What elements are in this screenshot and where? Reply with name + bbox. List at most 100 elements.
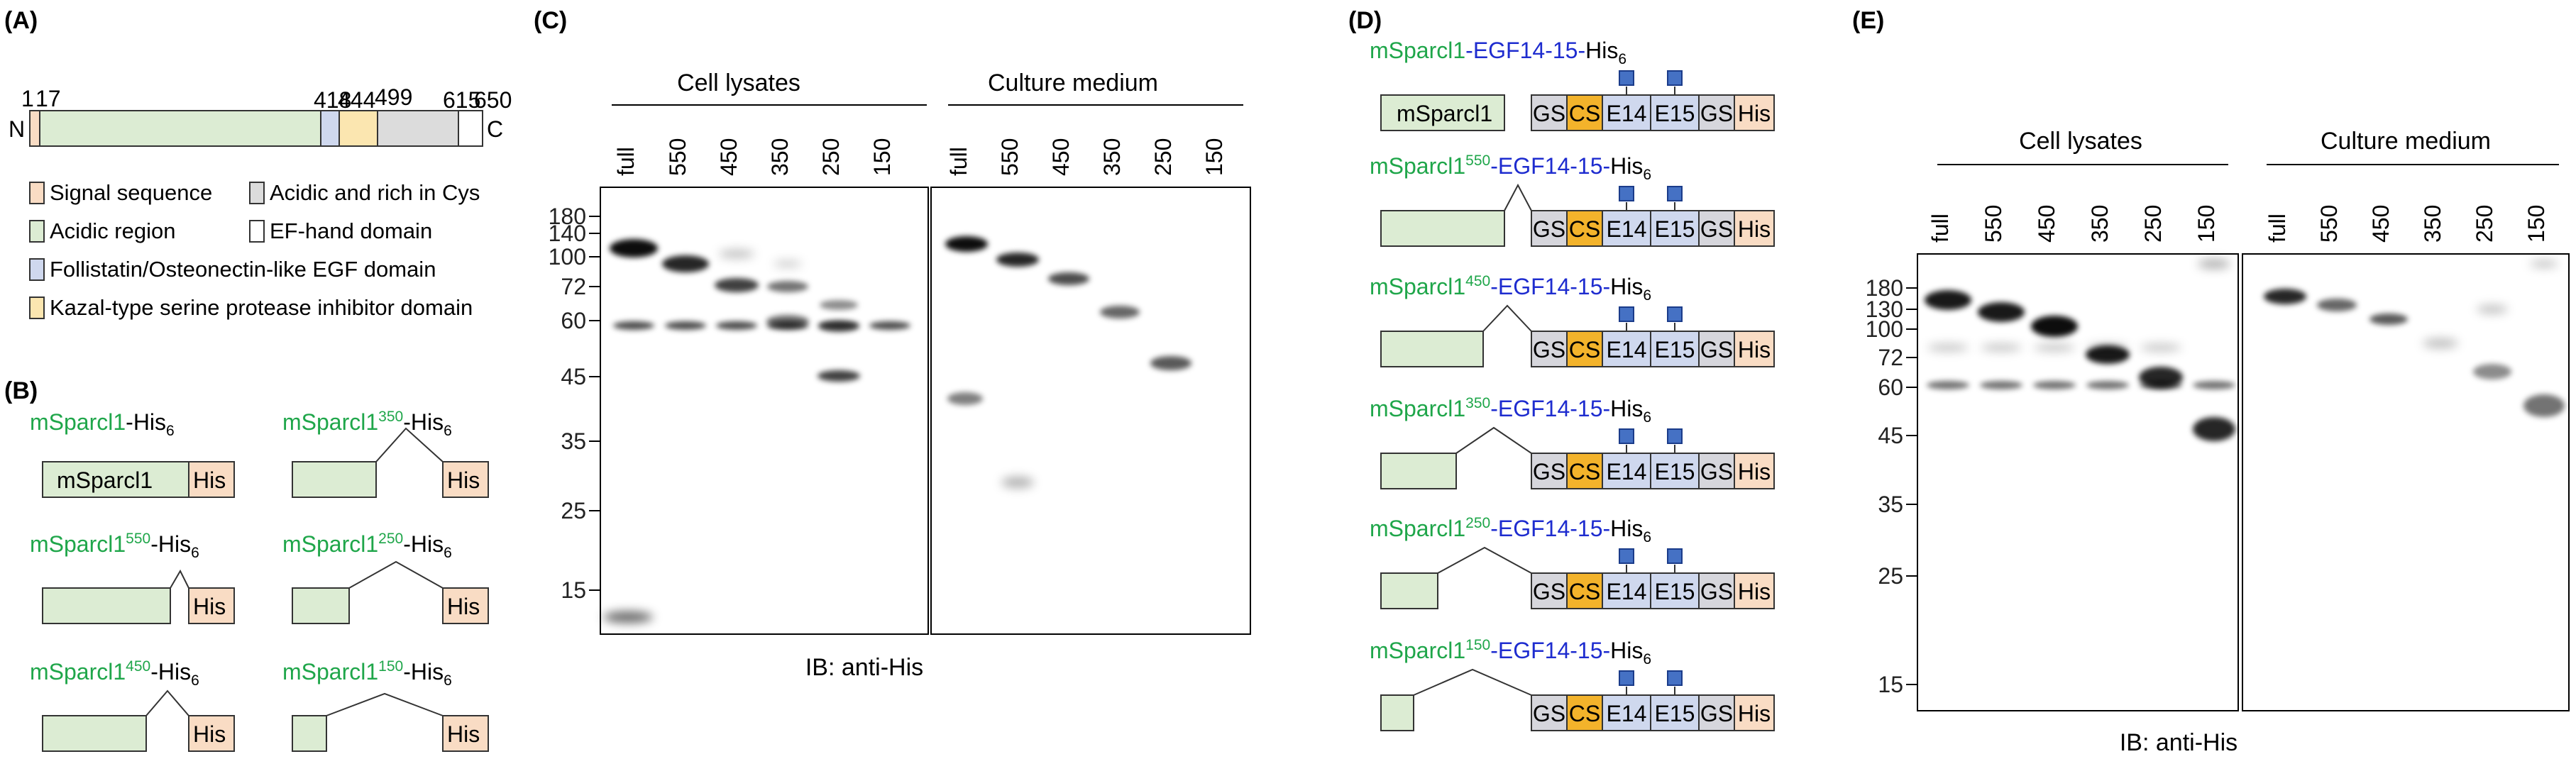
mw-marker-label: 25 — [1878, 563, 1903, 589]
blot-band — [818, 370, 860, 382]
mw-marker-label: 45 — [561, 364, 586, 389]
glycosylation-site — [1619, 186, 1634, 201]
legend-label: EF-hand domain — [270, 218, 432, 243]
panel-b: (B) mSparcl1-His6 mSparcl1 His mSparcl13… — [4, 377, 489, 752]
tail-domain-label: His — [1738, 216, 1771, 242]
sparcl1-box — [292, 587, 350, 624]
tail-domain-label: CS — [1569, 459, 1600, 484]
tail-domain-label: GS — [1700, 579, 1733, 604]
blot-band — [2369, 314, 2408, 325]
lane-label: 550 — [1981, 205, 2006, 243]
glycosylation-site — [1619, 548, 1634, 564]
glycosylation-site — [1667, 70, 1683, 86]
blot-band — [945, 236, 988, 252]
blot-band — [820, 300, 858, 310]
construct-label: mSparcl1450-EGF14-15-His6 — [1370, 273, 1651, 304]
group-header: Culture medium — [2321, 128, 2491, 155]
acidic-region-domain — [39, 110, 321, 147]
legend-swatch-acidic — [29, 220, 45, 243]
lane-label: full — [613, 147, 639, 176]
tail-domain-label: CS — [1569, 216, 1600, 242]
lane-labels: full 550 450 350 250 150 full 550 450 350 250 150 — [1927, 205, 2549, 243]
blot-band — [1100, 306, 1140, 318]
tail-domain-label: GS — [1533, 459, 1565, 484]
blot-cell-lysates — [600, 187, 929, 635]
tail-domain-gs — [1698, 94, 1735, 131]
tail-domain-gs — [1698, 453, 1735, 489]
blot-band — [2087, 344, 2128, 351]
his-tag-box — [442, 587, 489, 624]
group-header: Culture medium — [988, 70, 1158, 96]
blot-band — [1980, 381, 2022, 389]
lane-label: 150 — [2194, 205, 2219, 243]
tail-domain-his — [1734, 331, 1775, 367]
tail-domain-gs — [1531, 572, 1568, 609]
tail-domain-e15 — [1650, 210, 1700, 247]
mw-marker-label: 45 — [1878, 423, 1903, 448]
mw-marker-label: 72 — [1878, 345, 1903, 370]
blot-band — [716, 321, 757, 330]
tail-domain-label: CS — [1569, 579, 1600, 604]
tail-domain-e15 — [1650, 331, 1700, 367]
tail-domain-label: CS — [1569, 701, 1600, 726]
tail-domain-cs — [1566, 453, 1603, 489]
tail-domain-label: E14 — [1607, 216, 1647, 242]
immunoblot-label: IB: anti-His — [805, 654, 923, 681]
construct-label: mSparcl1250-His6 — [282, 531, 452, 561]
panel-a: (A) N C 1 17 418 444 499 615 650 Signal … — [4, 7, 512, 320]
blot-band — [1925, 290, 1971, 310]
sparcl1-box — [42, 715, 147, 752]
sparcl1-box — [1380, 331, 1484, 367]
tail-domain-gs — [1698, 694, 1735, 731]
tail-domain-label: GS — [1700, 101, 1733, 126]
blot-band — [2477, 305, 2508, 314]
glycosylation-site — [1619, 306, 1634, 322]
construct-label: mSparcl1250-EGF14-15-His6 — [1370, 515, 1651, 545]
panel-d-label: (D) — [1348, 7, 1382, 34]
tail-domain-label: E15 — [1655, 101, 1695, 126]
tail-domain-label: E15 — [1655, 579, 1695, 604]
deletion-line — [1413, 668, 1532, 696]
blot-band — [1150, 356, 1191, 370]
blot-band — [2523, 394, 2565, 417]
sparcl1-box — [1380, 210, 1505, 247]
tail-domain-label: GS — [1700, 337, 1733, 362]
tail-domain-his — [1734, 210, 1775, 247]
tail-domain-label: GS — [1700, 459, 1733, 484]
tail-domain-label: GS — [1533, 701, 1565, 726]
lane-label: 150 — [869, 138, 895, 176]
panel-b-label: (B) — [4, 377, 38, 404]
blot-band — [2033, 381, 2076, 389]
tail-domain-e15 — [1650, 694, 1700, 731]
position-label: 615 — [443, 87, 480, 113]
tail-domain-label: His — [1738, 101, 1771, 126]
sparcl1-box — [1380, 453, 1457, 489]
tail-domain-label: GS — [1533, 579, 1565, 604]
blot-band — [662, 255, 709, 272]
tail-domain-label: GS — [1533, 216, 1565, 242]
mw-marker-label: 15 — [561, 577, 586, 603]
tail-domain-gs — [1698, 331, 1735, 367]
his-tag-box — [188, 715, 235, 752]
his-tag-box — [188, 587, 235, 624]
n-terminus-label: N — [9, 116, 25, 142]
group-header: Cell lysates — [2019, 128, 2142, 155]
blot-band — [2140, 381, 2182, 389]
sparcl1-box — [292, 715, 327, 752]
tail-domain-label: CS — [1569, 101, 1600, 126]
lane-label: 350 — [767, 138, 793, 176]
lane-labels: full 550 450 350 250 150 full 550 450 350 250 150 — [613, 138, 1227, 176]
glycosylation-site — [1667, 186, 1683, 201]
deletion-line — [348, 560, 444, 589]
blot-band — [947, 392, 983, 405]
tail-domain-gs — [1698, 572, 1735, 609]
follistatin-egf-domain — [320, 110, 340, 147]
mw-marker-label: 140 — [549, 221, 586, 246]
lane-label: 350 — [2087, 205, 2113, 243]
tail-domain-gs — [1531, 694, 1568, 731]
mw-marker-label: 100 — [549, 244, 586, 270]
construct-label: mSparcl1350-His6 — [282, 409, 452, 439]
panel-c-label: (C) — [534, 7, 567, 34]
